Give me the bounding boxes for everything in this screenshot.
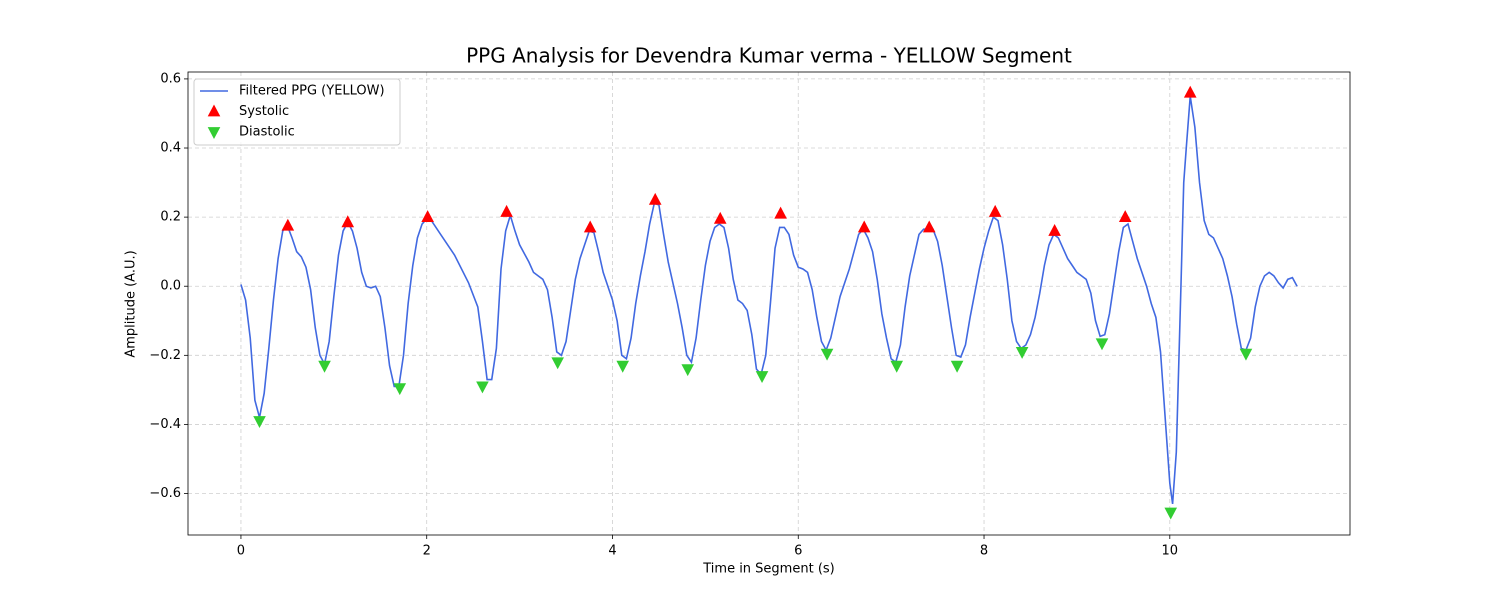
x-tick-label: 0 <box>237 544 245 559</box>
peak-marker <box>713 211 727 224</box>
peak-marker <box>253 416 266 428</box>
y-tick-label: 0.2 <box>160 210 181 225</box>
x-tick-label: 6 <box>794 544 802 559</box>
legend-label: Systolic <box>239 104 289 119</box>
x-tick-label: 8 <box>980 544 988 559</box>
peak-marker <box>1164 507 1178 520</box>
peak-marker <box>1015 346 1029 359</box>
x-tick-label: 4 <box>608 544 616 559</box>
chart-title: PPG Analysis for Devendra Kumar verma - … <box>466 44 1072 68</box>
legend-marker <box>207 127 221 139</box>
peak-marker <box>1048 223 1061 236</box>
legend-marker <box>207 104 221 117</box>
peak-marker <box>393 383 407 396</box>
ppg-line <box>240 96 1298 505</box>
y-tick-label: −0.4 <box>149 417 181 432</box>
legend-box <box>193 78 401 146</box>
peak-marker <box>476 381 489 394</box>
peak-marker <box>681 364 695 377</box>
peak-marker <box>988 204 1002 217</box>
peak-marker <box>774 206 787 219</box>
peak-marker <box>1095 338 1109 351</box>
peak-marker <box>318 360 331 373</box>
peak-marker <box>583 220 597 233</box>
peak-marker <box>341 215 355 228</box>
peak-marker <box>857 220 871 233</box>
peak-marker <box>1118 210 1132 223</box>
plot-frame <box>187 71 1351 536</box>
peak-marker <box>421 210 434 223</box>
y-tick-label: 0.6 <box>160 71 181 86</box>
peak-marker <box>1239 348 1253 361</box>
x-tick-label: 10 <box>1162 544 1179 559</box>
peak-marker <box>1183 85 1197 98</box>
peak-marker <box>890 360 904 373</box>
y-tick-label: 0.0 <box>160 279 181 294</box>
peak-marker <box>950 360 964 373</box>
peak-marker <box>551 357 564 370</box>
peak-marker <box>755 371 769 384</box>
x-tick-label: 2 <box>423 544 431 559</box>
x-axis-label: Time in Segment (s) <box>702 562 834 577</box>
legend-label: Diastolic <box>239 125 295 140</box>
y-tick-label: 0.4 <box>160 141 181 156</box>
y-tick-label: −0.6 <box>149 486 181 501</box>
peak-marker <box>500 204 513 217</box>
legend-label: Filtered PPG (YELLOW) <box>239 84 385 99</box>
peak-marker <box>648 192 662 205</box>
peak-marker <box>922 220 936 233</box>
peak-marker <box>820 348 834 361</box>
y-axis-label: Amplitude (A.U.) <box>124 250 139 357</box>
peak-marker <box>616 360 630 373</box>
peak-marker <box>281 218 295 231</box>
y-tick-label: −0.2 <box>149 348 181 363</box>
